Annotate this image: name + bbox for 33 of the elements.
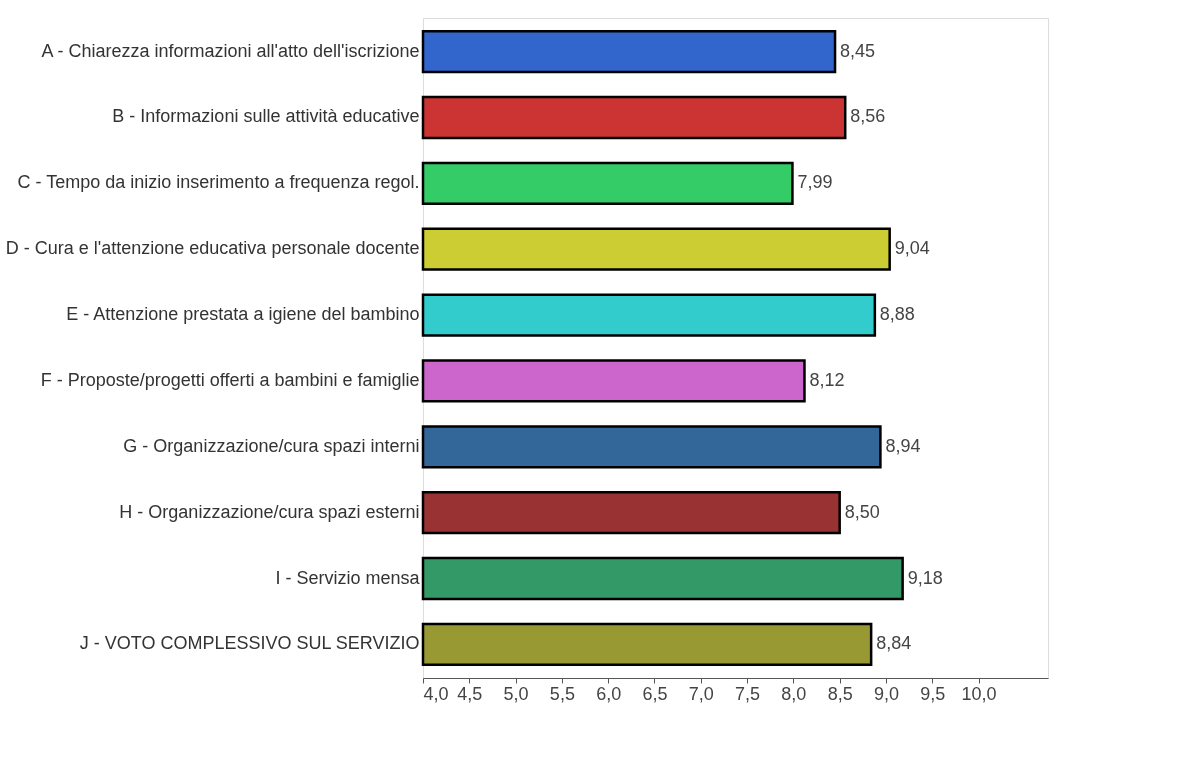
y-tick-label: H - Organizzazione/cura spazi esterni bbox=[119, 501, 420, 522]
y-tick-label: G - Organizzazione/cura spazi interni bbox=[123, 435, 420, 456]
x-tick-label: 4,0 bbox=[423, 683, 449, 704]
data-label: 8,50 bbox=[844, 501, 880, 522]
data-label: 8,84 bbox=[876, 633, 912, 654]
x-tick-label: 6,5 bbox=[642, 683, 668, 704]
x-tick-label: 7,5 bbox=[735, 683, 761, 704]
x-tick-label: 9,0 bbox=[873, 683, 899, 704]
data-label: 8,88 bbox=[879, 304, 915, 325]
data-label: 9,18 bbox=[907, 567, 943, 588]
y-tick-label: F - Proposte/progetti offerti a bambini e famiglie bbox=[40, 369, 420, 390]
y-tick-label: J - VOTO COMPLESSIVO SUL SERVIZIO bbox=[79, 633, 420, 654]
y-tick-label: E - Attenzione prestata a igiene del bambino bbox=[66, 304, 420, 325]
x-tick-label: 5,0 bbox=[503, 683, 529, 704]
data-label: 8,56 bbox=[850, 106, 886, 127]
y-tick-label: D - Cura e l'attenzione educativa personale docente bbox=[5, 238, 420, 259]
x-tick-label: 8,0 bbox=[781, 683, 807, 704]
x-tick-label: 4,5 bbox=[457, 683, 483, 704]
x-tick-label: 10,0 bbox=[961, 683, 997, 704]
y-tick-label: A - Chiarezza informazioni all'atto dell'iscrizione bbox=[41, 40, 420, 61]
x-tick-label: 8,5 bbox=[827, 683, 853, 704]
data-label: 8,94 bbox=[885, 435, 921, 456]
data-label: 9,04 bbox=[894, 238, 930, 259]
x-tick-label: 9,5 bbox=[920, 683, 946, 704]
data-label: 8,45 bbox=[840, 40, 876, 61]
y-tick-label: I - Servizio mensa bbox=[275, 567, 421, 588]
x-tick-label: 6,0 bbox=[596, 683, 622, 704]
x-tick-label: 5,5 bbox=[549, 683, 575, 704]
y-tick-label: C - Tempo da inizio inserimento a frequenza regol. bbox=[17, 172, 420, 193]
y-tick-label: B - Informazioni sulle attività educative bbox=[112, 106, 420, 127]
data-label: 7,99 bbox=[797, 172, 833, 193]
x-tick-label: 7,0 bbox=[688, 683, 714, 704]
data-label: 8,12 bbox=[809, 369, 845, 390]
